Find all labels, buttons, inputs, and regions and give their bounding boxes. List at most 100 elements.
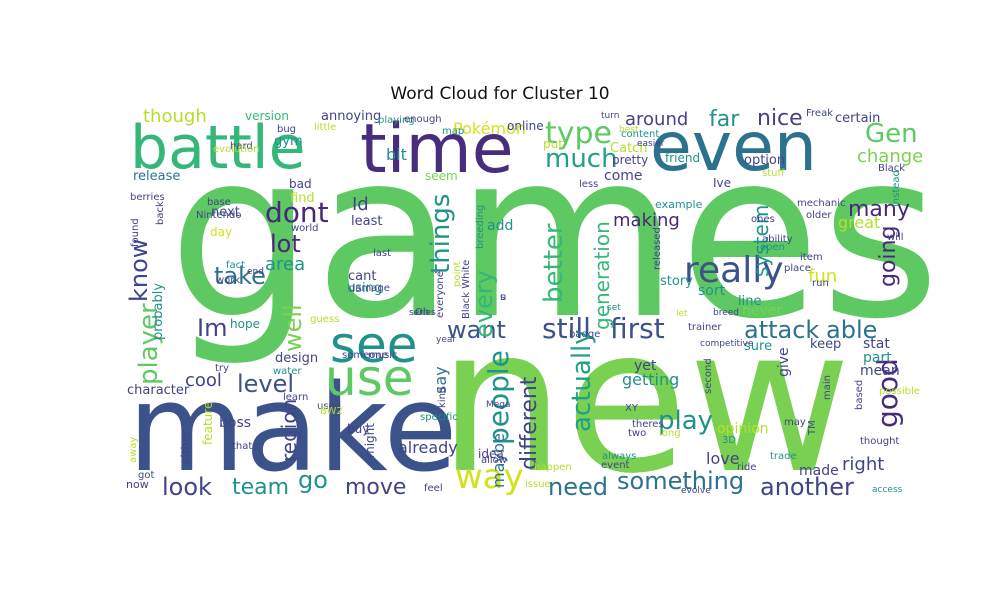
word-instead: instead: [891, 170, 902, 207]
word-evolve: evolve: [681, 486, 711, 496]
word-probably: probably: [151, 283, 166, 340]
word-series: series: [409, 308, 436, 318]
word-enough: enough: [404, 114, 442, 125]
word-gym: gym: [274, 134, 303, 149]
word-pok-mon: Pokémon: [453, 119, 526, 138]
word-world: world: [291, 223, 319, 234]
word-option: option: [744, 153, 785, 168]
word-best: best: [619, 125, 639, 135]
word-freak: Freak: [806, 108, 833, 119]
word-point: point: [452, 261, 463, 287]
word-want: want: [447, 316, 506, 344]
word-always: always: [602, 451, 636, 462]
word-might: might: [363, 423, 377, 458]
word-dont: dont: [265, 196, 329, 229]
chart-title: Word Cloud for Cluster 10: [390, 84, 610, 104]
word-line: line: [738, 294, 761, 309]
word-im: Im: [197, 314, 227, 342]
word-access: access: [872, 485, 903, 495]
word-open: open: [760, 242, 785, 253]
word-new: new: [438, 285, 851, 518]
word-time: time: [360, 110, 514, 189]
word-mega: Mega: [486, 400, 511, 410]
word-older: older: [806, 210, 832, 221]
word-either: either: [179, 430, 193, 465]
word-released: released: [652, 227, 663, 270]
word-day: day: [210, 225, 232, 239]
word-theres: theres: [632, 419, 664, 430]
word-still: still: [542, 312, 591, 345]
word-much: much: [545, 144, 618, 174]
word-breeding: breeding: [475, 205, 486, 249]
word-next: next: [211, 205, 240, 220]
word-last: last: [373, 248, 391, 259]
word-xy: XY: [625, 403, 639, 414]
word-breed: breed: [713, 308, 739, 318]
word-map: map: [442, 126, 464, 137]
word-competitive: competitive: [700, 339, 754, 349]
word-used: used: [317, 401, 341, 412]
word-least: least: [351, 214, 382, 229]
word-many: many: [848, 197, 910, 222]
word-damage: damage: [349, 283, 390, 294]
word-fun: fun: [808, 266, 837, 287]
word-attack: attack: [744, 316, 819, 344]
word-bw2: BW2: [320, 406, 343, 417]
word-bit: bit: [386, 145, 407, 164]
word-type: type: [545, 116, 612, 151]
word-thats: thats: [232, 441, 258, 452]
word-battle: battle: [130, 113, 306, 183]
word-never: never: [742, 303, 782, 319]
word-generation: generation: [590, 221, 614, 330]
word-sure: sure: [744, 339, 772, 354]
word-issue: issue: [525, 479, 551, 490]
word-play: play: [658, 406, 713, 436]
word-black: Black: [878, 163, 905, 174]
word-music: music: [368, 350, 398, 361]
word-nintendo: Nintendo: [196, 210, 241, 221]
word-player: player: [134, 303, 164, 385]
word-love: love: [706, 449, 740, 468]
word-place: place: [784, 263, 811, 274]
word-people: people: [482, 350, 515, 445]
word-area: area: [265, 254, 305, 275]
word-move: move: [345, 475, 406, 500]
word-try: try: [215, 363, 229, 374]
word-come: come: [604, 168, 643, 184]
word-region: region: [277, 399, 301, 462]
word-learn: learn: [283, 392, 308, 403]
word-bug: bug: [277, 124, 296, 135]
word-item: item: [800, 252, 823, 263]
word-may: may: [784, 417, 806, 428]
word-u: u: [500, 292, 506, 303]
word-second: second: [703, 358, 714, 394]
word-see: see: [330, 316, 418, 374]
word-turn: turn: [601, 111, 619, 121]
word-using: using: [347, 281, 382, 296]
word-mean: mean: [860, 363, 900, 379]
word-playing: playing: [378, 115, 415, 126]
word-cool: cool: [185, 370, 222, 391]
word-content: content: [621, 129, 659, 140]
word-great: great: [838, 213, 880, 232]
word-games: games: [168, 103, 940, 370]
word-catch: Catch: [610, 141, 648, 156]
word-make: make: [128, 360, 457, 499]
word-end: end: [247, 267, 264, 277]
word-guess: guess: [310, 314, 339, 325]
word-work: work: [216, 275, 240, 286]
word-found: found: [130, 218, 141, 247]
word-need: need: [548, 473, 608, 501]
word-well: well: [279, 304, 307, 352]
word-trainer: trainer: [688, 322, 722, 333]
word-water: water: [273, 366, 302, 377]
word-hard: hard: [230, 141, 253, 152]
word-run: run: [812, 278, 829, 289]
word-bad: bad: [289, 177, 312, 191]
word-allow: allow: [481, 455, 507, 466]
word-mechanic: mechanic: [797, 198, 845, 209]
word-s: s: [500, 292, 505, 303]
word-kind: kind: [437, 387, 448, 408]
word-add: add: [487, 218, 513, 234]
word-though: though: [143, 106, 207, 127]
